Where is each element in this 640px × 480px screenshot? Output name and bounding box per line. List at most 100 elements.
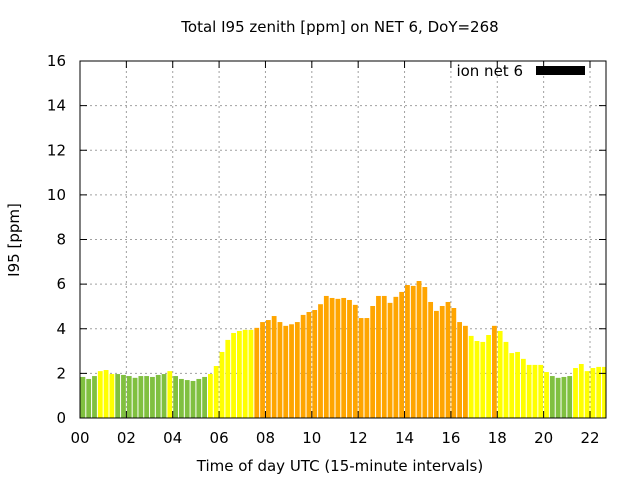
bar	[439, 305, 445, 418]
bar	[352, 304, 358, 418]
bar	[445, 301, 451, 418]
y-tick-label: 16	[47, 52, 66, 70]
bar	[526, 364, 532, 418]
x-ticks: 00 02 04 06 08 10 12 14 16 18 20 22	[70, 61, 600, 447]
bar	[138, 376, 144, 418]
x-tick-label: 18	[488, 429, 507, 447]
bar	[242, 329, 248, 418]
bar	[231, 332, 236, 418]
bar	[144, 376, 150, 418]
bar	[265, 320, 271, 418]
bar	[167, 371, 173, 418]
bar	[463, 325, 468, 418]
bar	[335, 298, 341, 418]
bar	[410, 285, 416, 418]
bar	[399, 291, 405, 418]
bar	[381, 295, 387, 418]
bars	[80, 281, 606, 418]
bar	[97, 371, 103, 418]
y-axis-label: I95 [ppm]	[5, 203, 23, 277]
bar	[457, 322, 462, 418]
bar	[126, 376, 132, 418]
bar	[312, 310, 318, 418]
bar	[184, 380, 190, 418]
bar	[254, 327, 260, 418]
bar	[358, 318, 364, 418]
x-axis-label: Time of day UTC (15-minute intervals)	[196, 457, 483, 475]
bar	[208, 374, 213, 418]
legend-swatch	[536, 66, 585, 75]
bar	[573, 368, 578, 418]
bar	[405, 285, 410, 418]
bar	[196, 378, 202, 418]
y-tick-label: 2	[56, 364, 66, 382]
bar	[549, 376, 555, 418]
x-tick-label: 20	[534, 429, 553, 447]
bar	[503, 341, 509, 418]
bar	[555, 377, 561, 418]
bar	[329, 297, 335, 418]
bar	[248, 329, 254, 418]
bar	[486, 334, 491, 418]
bar	[515, 351, 520, 418]
bar	[561, 376, 567, 418]
x-tick-label: 04	[163, 429, 182, 447]
x-tick-label: 10	[302, 429, 321, 447]
x-tick-label: 06	[210, 429, 229, 447]
bar	[161, 374, 167, 418]
y-ticks: 0 2 4 6 8 10 12 14 16	[47, 52, 606, 427]
bar	[480, 341, 486, 418]
bar	[347, 299, 352, 418]
chart-title: Total I95 zenith [ppm] on NET 6, DoY=268	[180, 18, 498, 36]
bar	[150, 376, 155, 418]
y-tick-label: 0	[56, 409, 66, 427]
bar	[202, 376, 207, 418]
y-tick-label: 8	[56, 231, 66, 249]
x-tick-label: 02	[117, 429, 136, 447]
bar	[416, 281, 422, 418]
bar	[190, 380, 196, 418]
y-tick-label: 10	[47, 186, 66, 204]
bar	[179, 378, 184, 418]
bar	[520, 358, 526, 418]
bar	[260, 322, 265, 418]
bar	[590, 368, 596, 418]
bar	[92, 376, 97, 418]
x-tick-label: 12	[349, 429, 368, 447]
bar	[497, 330, 503, 418]
bar	[341, 297, 347, 418]
x-tick-label: 16	[441, 429, 460, 447]
bar	[387, 302, 393, 418]
bar	[468, 335, 474, 418]
bar	[532, 364, 538, 418]
bar	[121, 374, 126, 418]
bar	[538, 364, 544, 418]
x-tick-label: 08	[256, 429, 275, 447]
bar	[318, 304, 323, 418]
bar	[225, 339, 231, 418]
bar	[323, 295, 329, 418]
x-tick-label: 14	[395, 429, 414, 447]
bar	[544, 372, 549, 418]
bar	[115, 374, 121, 418]
bar	[393, 296, 399, 418]
bar	[289, 324, 294, 418]
x-tick-label: 00	[70, 429, 89, 447]
bar	[596, 366, 602, 418]
bar	[567, 376, 573, 418]
bar	[283, 325, 289, 418]
bar	[271, 316, 277, 418]
bar	[364, 318, 370, 418]
bar	[219, 351, 225, 418]
bar	[602, 366, 606, 418]
y-tick-label: 6	[56, 275, 66, 293]
bar	[236, 330, 242, 418]
bar	[277, 322, 283, 418]
bar	[109, 374, 115, 418]
y-tick-label: 14	[47, 97, 66, 115]
bar	[474, 341, 480, 418]
bar	[584, 371, 590, 418]
legend: ion net 6	[456, 62, 585, 80]
bar	[491, 325, 497, 418]
